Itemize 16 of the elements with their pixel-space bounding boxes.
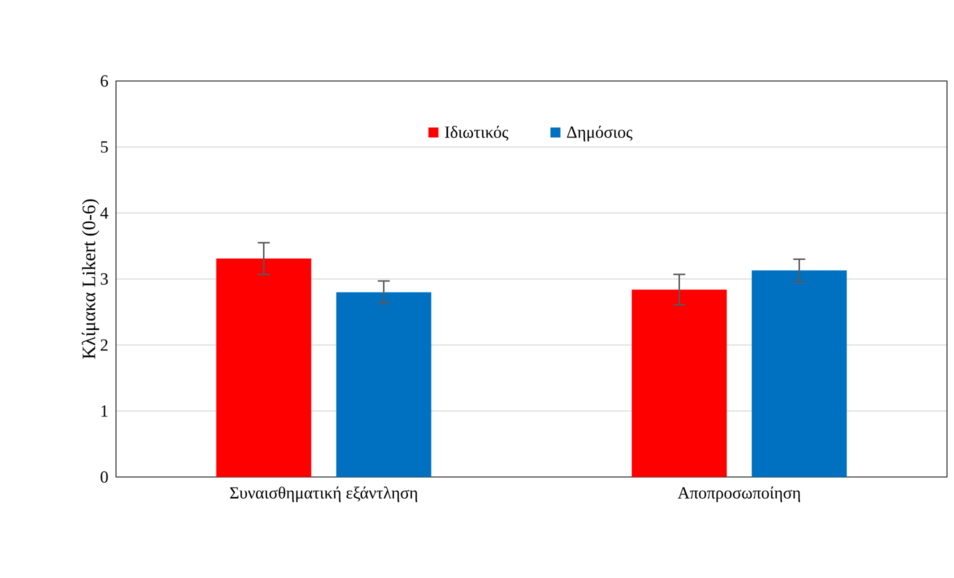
- y-tick-label: 1: [101, 405, 108, 417]
- legend-label: Ιδιωτικός: [445, 126, 508, 141]
- bar: [752, 270, 847, 477]
- y-tick-label: 3: [100, 273, 108, 285]
- bar: [216, 258, 312, 477]
- y-axis-title: Κλίμακα Likert (0-6): [82, 199, 100, 359]
- bar: [632, 290, 727, 477]
- bar: [336, 292, 432, 477]
- x-tick-label: Συναισθηματική εξάντληση: [230, 486, 418, 502]
- y-tick-label: 0: [100, 471, 108, 483]
- legend-label: Δημόσιος: [567, 126, 632, 142]
- y-tick-label: 4: [100, 207, 108, 219]
- y-tick-label: 5: [100, 141, 108, 153]
- x-tick-label: Αποπροσωποίηση: [678, 486, 800, 502]
- y-tick-label: 6: [100, 75, 108, 87]
- y-tick-label: 2: [100, 339, 108, 351]
